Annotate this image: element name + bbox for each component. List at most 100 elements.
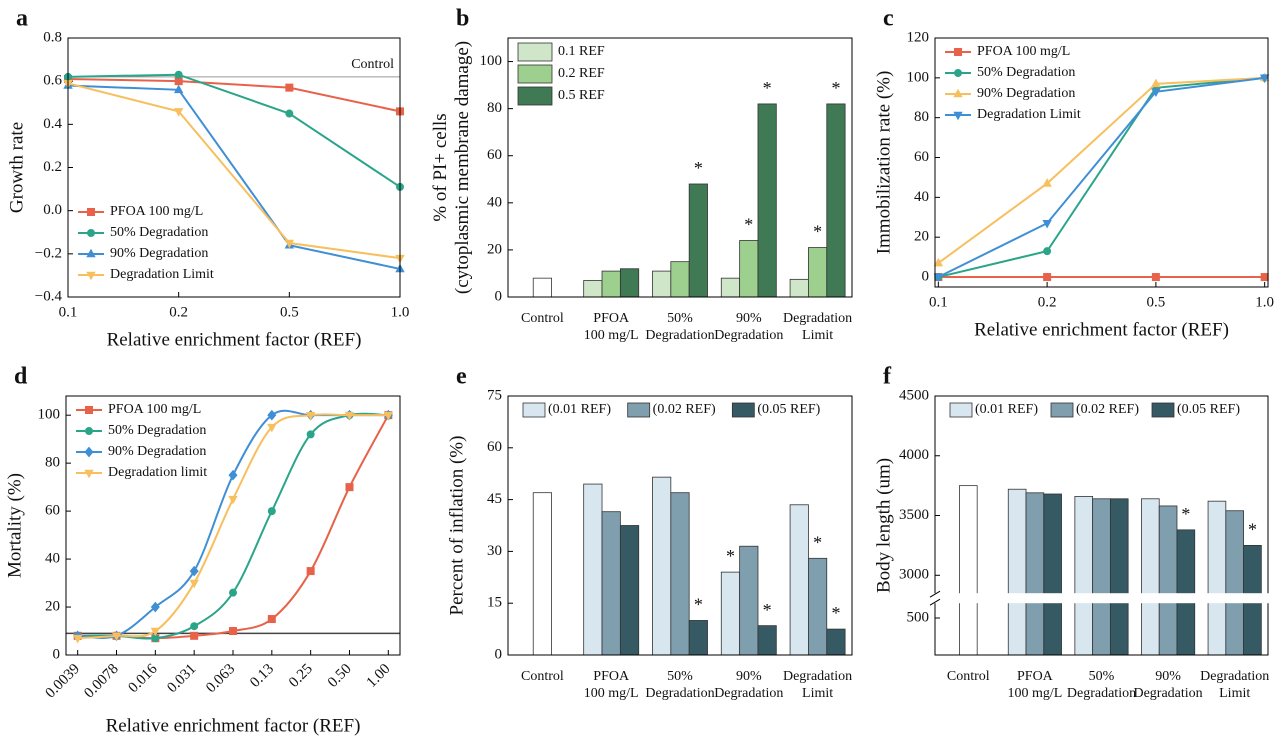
x-tick-label: 90% Degradation (714, 669, 783, 701)
marker (306, 567, 315, 576)
bar (1207, 500, 1227, 656)
x-tick-label: 0.5 (1147, 294, 1166, 310)
marker (190, 622, 199, 631)
marker (306, 430, 315, 439)
x-axis-title: Relative enrichment factor (REF) (107, 329, 362, 350)
marker (228, 469, 238, 481)
legend-label: Degradation Limit (977, 107, 1081, 122)
x-tick-label-line: PFOA (593, 311, 630, 326)
marker (285, 83, 294, 92)
x-tick-label: 0.063 (203, 661, 238, 696)
frame (65, 395, 401, 656)
panel-letter: e (456, 364, 467, 390)
y-tick-label: 100 (907, 69, 930, 85)
series-line (937, 76, 1265, 264)
legend-label: (0.02 REF) (1076, 402, 1139, 417)
y-tick-label: 45 (487, 491, 502, 507)
y-tick-label: 100 (480, 53, 503, 69)
significance: * (813, 222, 822, 242)
bar (1092, 498, 1111, 656)
y-tick-label: 4500 (899, 387, 929, 403)
significance: * (744, 215, 753, 235)
y-tick-label: 80 (45, 455, 60, 471)
legend-label: (0.05 REF) (757, 402, 820, 417)
legend-swatch (731, 402, 755, 418)
bar (1007, 488, 1027, 656)
marker (228, 495, 238, 505)
x-tick-label: PFOA 100 mg/L (1007, 669, 1062, 701)
y-tick-label: 20 (914, 229, 929, 245)
x-tick-label: 0.2 (1038, 294, 1057, 310)
legend-label: (0.01 REF) (548, 402, 611, 417)
panel: b 0 20 40 60 80 100 Control PFOA 100 mg/L 50% Degra… (430, 6, 853, 343)
marker (111, 632, 122, 642)
bar (1074, 495, 1094, 656)
marker (933, 273, 944, 283)
legend-swatch (627, 402, 651, 418)
y-tick-label: 4000 (899, 447, 929, 463)
bar (1158, 505, 1178, 656)
bar (739, 545, 759, 656)
bar (688, 620, 708, 656)
bar (652, 476, 672, 656)
bar (601, 270, 621, 298)
marker (174, 70, 183, 79)
bar (619, 525, 640, 656)
marker (953, 111, 963, 121)
y-tick-label: 40 (914, 189, 929, 205)
series-line (937, 76, 1265, 278)
x-tick-label: Degradation Limit (1200, 669, 1269, 701)
legend-label: 50% Degradation (977, 65, 1075, 80)
x-axis-title: Relative enrichment factor (REF) (106, 715, 361, 736)
bar (808, 247, 828, 298)
legend-swatch (522, 402, 546, 418)
significance: * (694, 595, 703, 615)
x-tick-label-line: Limit (802, 328, 833, 343)
marker (285, 109, 294, 118)
bar (583, 483, 603, 656)
marker (267, 507, 276, 516)
legend-swatch (517, 42, 553, 62)
bar (532, 277, 552, 298)
x-tick-label: 90% Degradation (1133, 669, 1202, 701)
legend-label: 90% Degradation (108, 444, 206, 459)
bar (532, 492, 552, 656)
x-tick-label-line: 90% (1155, 669, 1181, 684)
marker (85, 427, 93, 435)
legend-swatch (517, 86, 553, 106)
x-tick-label: 90% Degradation (714, 311, 783, 343)
y-axis-title: Immobilization rate (%) (873, 71, 894, 255)
bar (757, 625, 777, 656)
x-tick-label-line: 100 mg/L (584, 686, 639, 701)
panel-letter: d (14, 364, 28, 390)
legend-label: (0.01 REF) (975, 402, 1038, 417)
x-tick-label: 50% Degradation (645, 311, 714, 343)
x-tick-label-line: 100 mg/L (584, 328, 639, 343)
y-tick-label: 20 (45, 598, 60, 614)
panel: a −0.4 −0.2 0.0 0.2 0.4 0.6 0.8 0.1 0.2 0.5 1.0 Cont… (6, 6, 409, 351)
significance: * (726, 546, 735, 566)
marker (267, 615, 276, 624)
axis-break (927, 593, 1276, 604)
marker (72, 634, 83, 644)
x-tick-label-line: Control (521, 669, 564, 684)
significance: * (763, 600, 772, 620)
marker (1151, 78, 1161, 88)
y-tick-label: 20 (487, 241, 502, 257)
y-tick-label: 60 (487, 439, 502, 455)
marker (933, 257, 944, 267)
frame (67, 37, 401, 298)
y-tick-label: 0 (53, 646, 61, 662)
marker (284, 239, 295, 249)
bar (1109, 498, 1129, 656)
legend-label: 0.5 REF (558, 88, 605, 103)
y-tick-label: 3000 (899, 567, 929, 583)
legend-label: 0.1 REF (558, 44, 605, 59)
marker (383, 411, 394, 421)
marker (150, 601, 160, 613)
marker (267, 423, 277, 433)
y-tick-label: 0.6 (43, 73, 62, 89)
x-tick-label-line: Degradation (645, 686, 714, 701)
bar (789, 278, 809, 298)
